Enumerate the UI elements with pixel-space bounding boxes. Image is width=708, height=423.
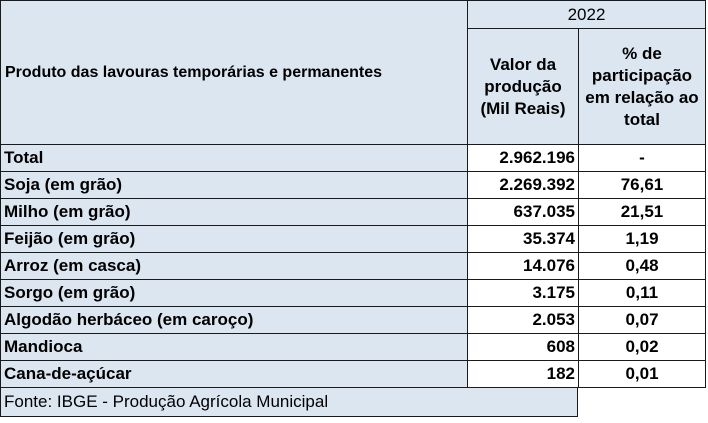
share-cell: - <box>578 144 706 172</box>
table-row: Milho (em grão) 637.035 21,51 <box>0 198 706 226</box>
product-cell: Cana-de-açúcar <box>0 360 468 388</box>
value-cell: 14.076 <box>467 252 579 280</box>
table-row: Cana-de-açúcar 182 0,01 <box>0 360 706 388</box>
product-cell: Total <box>0 144 468 172</box>
product-cell: Algodão herbáceo (em caroço) <box>0 306 468 334</box>
production-table: Produto das lavouras temporárias e perma… <box>0 0 706 388</box>
value-cell: 35.374 <box>467 225 579 253</box>
source-note: Fonte: IBGE - Produção Agrícola Municipa… <box>0 387 578 417</box>
table-row: Total 2.962.196 - <box>0 144 706 172</box>
share-cell: 0,48 <box>578 252 706 280</box>
value-cell: 182 <box>467 360 579 388</box>
product-cell: Sorgo (em grão) <box>0 279 468 307</box>
value-cell: 608 <box>467 333 579 361</box>
table-row: Algodão herbáceo (em caroço) 2.053 0,07 <box>0 306 706 334</box>
product-cell: Arroz (em casca) <box>0 252 468 280</box>
table-row: Sorgo (em grão) 3.175 0,11 <box>0 279 706 307</box>
share-column-header: % de participação em relação ao total <box>578 28 706 145</box>
value-cell: 637.035 <box>467 198 579 226</box>
value-cell: 2.269.392 <box>467 171 579 199</box>
product-cell: Feijão (em grão) <box>0 225 468 253</box>
share-cell: 0,07 <box>578 306 706 334</box>
product-column-header: Produto das lavouras temporárias e perma… <box>0 0 468 145</box>
table-row: Soja (em grão) 2.269.392 76,61 <box>0 171 706 199</box>
value-column-header: Valor da produção (Mil Reais) <box>467 28 579 145</box>
column-header-row: Valor da produção (Mil Reais) % de parti… <box>1 28 706 145</box>
share-cell: 0,01 <box>578 360 706 388</box>
share-cell: 76,61 <box>578 171 706 199</box>
year-header: 2022 <box>467 0 706 29</box>
table-row: Mandioca 608 0,02 <box>0 333 706 361</box>
share-cell: 1,19 <box>578 225 706 253</box>
value-cell: 3.175 <box>467 279 579 307</box>
value-cell: 2.962.196 <box>467 144 579 172</box>
table-row: Feijão (em grão) 35.374 1,19 <box>0 225 706 253</box>
year-header-row: Produto das lavouras temporárias e perma… <box>0 0 706 145</box>
value-cell: 2.053 <box>467 306 579 334</box>
product-cell: Mandioca <box>0 333 468 361</box>
product-cell: Soja (em grão) <box>0 171 468 199</box>
table-row: Arroz (em casca) 14.076 0,48 <box>0 252 706 280</box>
share-cell: 0,11 <box>578 279 706 307</box>
share-cell: 21,51 <box>578 198 706 226</box>
product-cell: Milho (em grão) <box>0 198 468 226</box>
share-cell: 0,02 <box>578 333 706 361</box>
